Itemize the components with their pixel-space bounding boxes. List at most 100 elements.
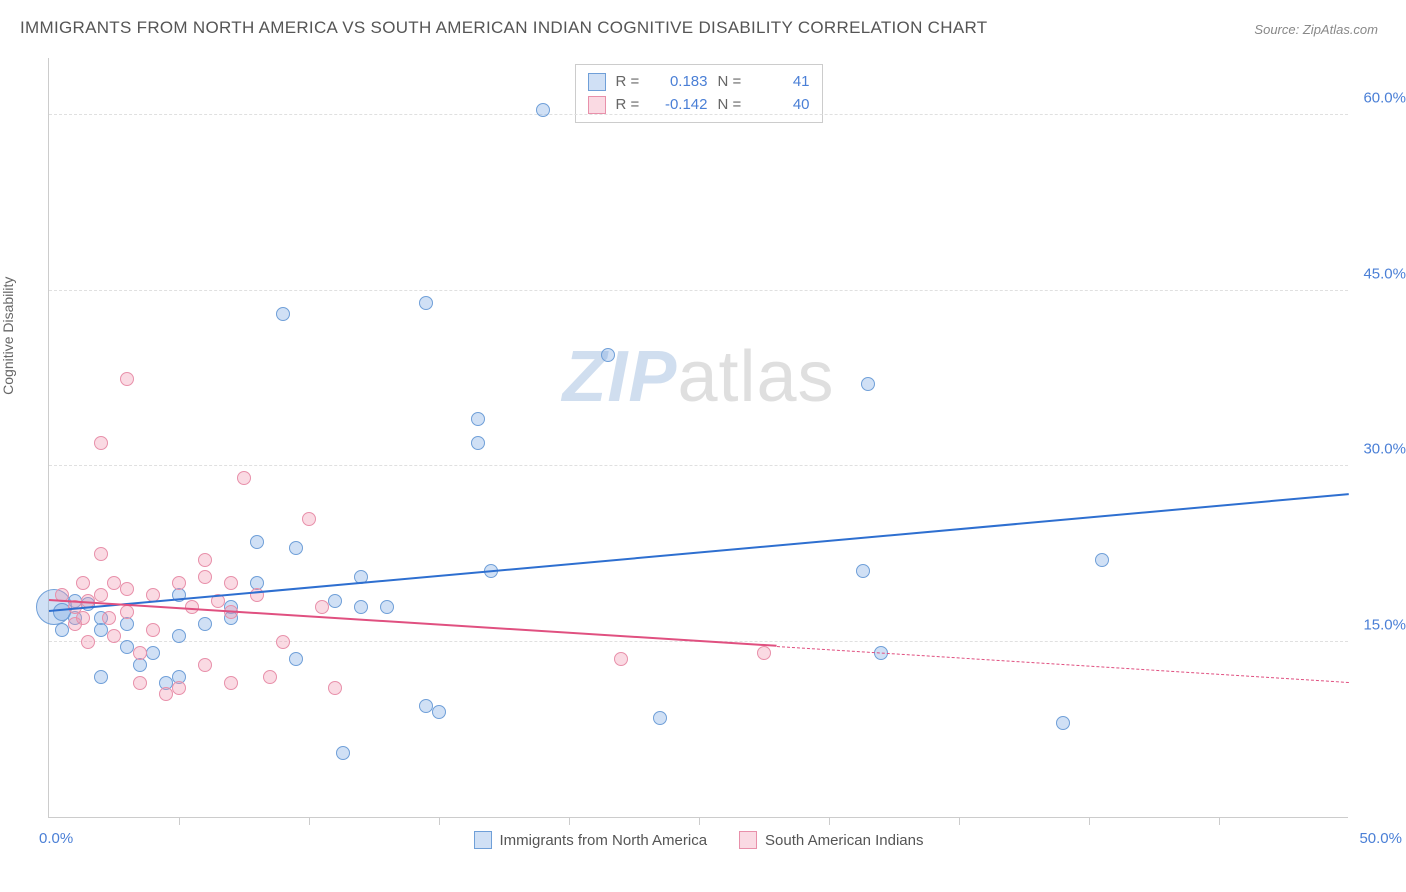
data-point[interactable] [224,576,238,590]
data-point[interactable] [276,307,290,321]
chart-title: IMMIGRANTS FROM NORTH AMERICA VS SOUTH A… [20,18,987,38]
legend: Immigrants from North America South Amer… [474,831,924,849]
data-point[interactable] [120,582,134,596]
data-point[interactable] [198,617,212,631]
stats-n-value-1: 41 [756,71,810,94]
data-point[interactable] [198,553,212,567]
data-point[interactable] [102,611,116,625]
data-point[interactable] [289,652,303,666]
trend-line [777,646,1349,683]
data-point[interactable] [289,541,303,555]
data-point[interactable] [328,681,342,695]
stats-row-2: R = -0.142 N = 40 [588,94,810,117]
grid-line [49,114,1348,115]
swatch-series1 [588,73,606,91]
watermark: ZIPatlas [562,336,834,418]
data-point[interactable] [354,600,368,614]
data-point[interactable] [237,471,251,485]
data-point[interactable] [55,623,69,637]
data-point[interactable] [120,640,134,654]
data-point[interactable] [172,629,186,643]
trend-line [49,493,1349,612]
data-point[interactable] [856,564,870,578]
data-point[interactable] [536,103,550,117]
x-tick [1089,817,1090,825]
y-axis-label: Cognitive Disability [0,277,16,395]
data-point[interactable] [146,623,160,637]
stats-r-label-2: R = [616,94,644,117]
data-point[interactable] [81,635,95,649]
data-point[interactable] [276,635,290,649]
data-point[interactable] [172,576,186,590]
data-point[interactable] [146,646,160,660]
y-tick-label: 15.0% [1363,616,1406,633]
data-point[interactable] [94,623,108,637]
legend-item-1: Immigrants from North America [474,831,708,849]
data-point[interactable] [1095,553,1109,567]
stats-n-label: N = [718,71,746,94]
data-point[interactable] [315,600,329,614]
y-tick-label: 30.0% [1363,441,1406,458]
data-point[interactable] [432,705,446,719]
x-tick [439,817,440,825]
data-point[interactable] [653,711,667,725]
data-point[interactable] [471,412,485,426]
x-tick [569,817,570,825]
data-point[interactable] [250,535,264,549]
data-point[interactable] [614,652,628,666]
data-point[interactable] [94,588,108,602]
stats-r-value-1: 0.183 [654,71,708,94]
data-point[interactable] [224,676,238,690]
data-point[interactable] [601,348,615,362]
x-tick [309,817,310,825]
data-point[interactable] [172,681,186,695]
data-point[interactable] [107,576,121,590]
data-point[interactable] [757,646,771,660]
data-point[interactable] [76,611,90,625]
data-point[interactable] [133,676,147,690]
data-point[interactable] [94,547,108,561]
data-point[interactable] [94,436,108,450]
stats-r-value-2: -0.142 [654,94,708,117]
stats-r-label: R = [616,71,644,94]
x-tick [699,817,700,825]
grid-line [49,290,1348,291]
stats-n-value-2: 40 [756,94,810,117]
data-point[interactable] [419,296,433,310]
data-point[interactable] [302,512,316,526]
data-point[interactable] [471,436,485,450]
data-point[interactable] [107,629,121,643]
data-point[interactable] [198,570,212,584]
legend-label-1: Immigrants from North America [500,832,708,849]
legend-swatch-2 [739,831,757,849]
data-point[interactable] [861,377,875,391]
data-point[interactable] [120,605,134,619]
x-tick-min: 0.0% [39,830,73,847]
data-point[interactable] [76,576,90,590]
plot-area: ZIPatlas R = 0.183 N = 41 R = -0.142 N =… [48,58,1348,818]
data-point[interactable] [263,670,277,684]
data-point[interactable] [336,746,350,760]
data-point[interactable] [185,600,199,614]
source-credit: Source: ZipAtlas.com [1254,22,1378,37]
data-point[interactable] [419,699,433,713]
data-point[interactable] [1056,716,1070,730]
data-point[interactable] [159,687,173,701]
stats-n-label-2: N = [718,94,746,117]
source-value: ZipAtlas.com [1303,22,1378,37]
x-tick [829,817,830,825]
data-point[interactable] [198,658,212,672]
y-tick-label: 60.0% [1363,90,1406,107]
data-point[interactable] [94,670,108,684]
legend-label-2: South American Indians [765,832,923,849]
data-point[interactable] [120,372,134,386]
legend-swatch-1 [474,831,492,849]
data-point[interactable] [380,600,394,614]
legend-item-2: South American Indians [739,831,923,849]
x-tick [179,817,180,825]
source-label: Source: [1254,22,1299,37]
data-point[interactable] [133,646,147,660]
watermark-zip: ZIP [562,337,677,417]
data-point[interactable] [328,594,342,608]
swatch-series2 [588,96,606,114]
